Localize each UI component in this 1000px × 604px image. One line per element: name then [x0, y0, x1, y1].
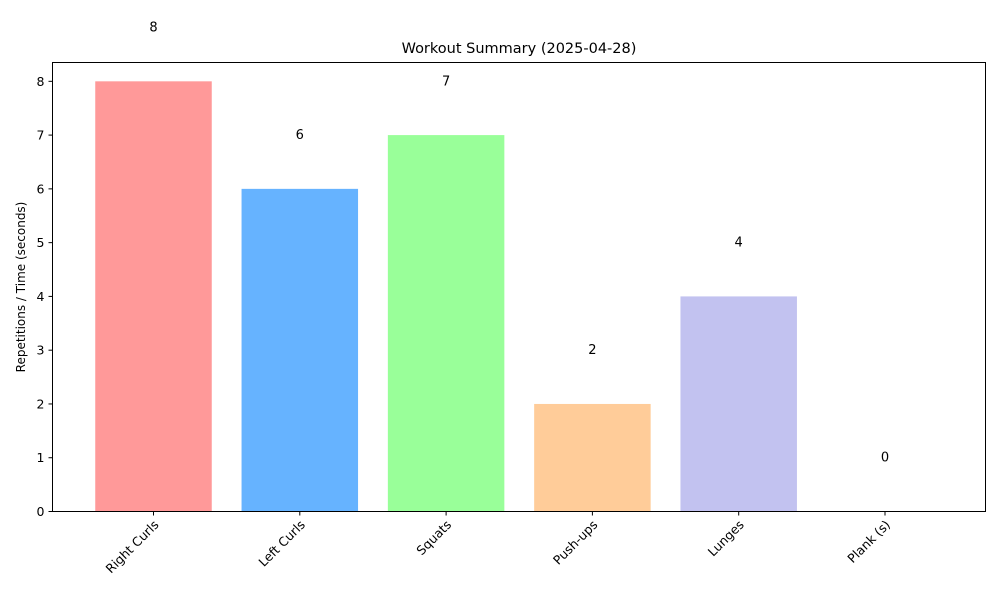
bar-value-label: 7 [442, 74, 450, 89]
y-tick-label: 8 [37, 74, 45, 89]
bar-value-label: 8 [149, 21, 157, 36]
x-tick-label: Push-ups [550, 517, 601, 568]
bar-push-ups [534, 403, 651, 512]
y-tick-label: 7 [37, 128, 45, 143]
y-tick-label: 4 [37, 289, 45, 304]
bar-value-label: 6 [296, 128, 304, 143]
y-tick-label: 3 [37, 343, 45, 358]
bar-value-label: 0 [881, 451, 889, 466]
y-axis-ticks: 0 1 2 3 4 5 6 7 8 [37, 74, 53, 519]
bar-squats [387, 135, 505, 512]
x-tick-label: Lunges [705, 517, 747, 559]
x-axis-ticks: Right Curls Left Curls Squats Push-ups Lunge… [102, 511, 893, 576]
y-tick-label: 0 [37, 504, 45, 519]
bar-lunges [680, 296, 797, 512]
x-tick-label: Squats [413, 517, 454, 558]
bar-labels-group: 8 6 7 2 4 0 [149, 21, 889, 466]
y-tick-label: 5 [37, 235, 45, 250]
bars-group [95, 81, 797, 512]
y-axis-label: Repetitions / Time (seconds) [14, 202, 28, 373]
bar-left-curls [241, 188, 359, 512]
bar-value-label: 2 [588, 343, 596, 358]
x-tick-label: Plank (s) [844, 517, 893, 566]
chart-title: Workout Summary (2025-04-28) [402, 41, 637, 57]
x-tick-label: Left Curls [255, 517, 308, 570]
plot-frame [52, 62, 986, 512]
bar-value-label: 4 [735, 236, 743, 251]
bar-right-curls [95, 81, 212, 512]
y-tick-label: 2 [37, 396, 45, 411]
y-tick-label: 1 [37, 450, 45, 465]
y-tick-label: 6 [37, 181, 45, 196]
x-tick-label: Right Curls [102, 517, 161, 576]
